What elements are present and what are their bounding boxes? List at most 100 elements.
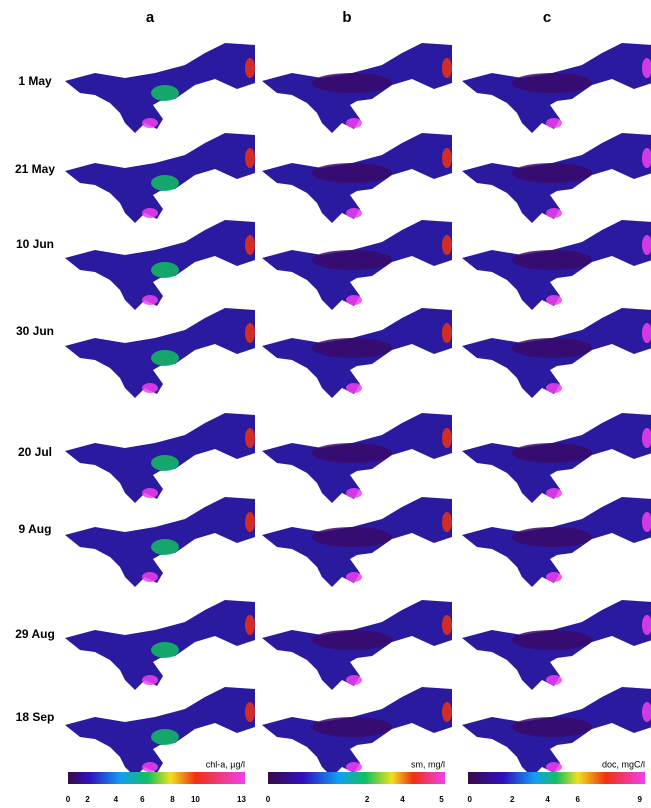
concentration-patch xyxy=(512,717,592,737)
concentration-patch xyxy=(346,208,362,218)
map-panel xyxy=(262,220,452,310)
concentration-patch xyxy=(245,148,255,168)
concentration-patch xyxy=(245,702,255,722)
concentration-patch xyxy=(346,383,362,393)
concentration-patch xyxy=(546,572,562,582)
colorbar-tick: 8 xyxy=(170,795,175,804)
concentration-patch xyxy=(546,488,562,498)
row-label: 30 Jun xyxy=(16,324,54,338)
colorbar-tick: 6 xyxy=(576,795,581,804)
colorbar-tick: 4 xyxy=(114,795,119,804)
concentration-patch xyxy=(142,383,158,393)
concentration-patch xyxy=(442,512,452,532)
map-panel xyxy=(65,600,255,690)
map-panel xyxy=(262,413,452,503)
concentration-patch xyxy=(151,262,179,278)
colorbar xyxy=(268,772,445,784)
concentration-patch xyxy=(546,762,562,772)
column-label: a xyxy=(146,9,155,26)
concentration-patch xyxy=(512,443,592,463)
concentration-patch xyxy=(312,73,392,93)
concentration-patch xyxy=(546,675,562,685)
concentration-patch xyxy=(442,323,452,343)
row-label: 20 Jul xyxy=(18,445,52,459)
concentration-patch xyxy=(346,488,362,498)
colorbar-tick: 9 xyxy=(637,795,642,804)
concentration-patch xyxy=(142,488,158,498)
concentration-patch xyxy=(442,428,452,448)
map-panel xyxy=(65,413,255,503)
concentration-patch xyxy=(142,208,158,218)
colorbar-tick: 4 xyxy=(400,795,405,804)
concentration-patch xyxy=(312,163,392,183)
concentration-patch xyxy=(151,350,179,366)
concentration-patch xyxy=(312,527,392,547)
map-panel xyxy=(262,308,452,398)
concentration-patch xyxy=(442,58,452,78)
row-label: 21 May xyxy=(15,162,55,176)
concentration-patch xyxy=(312,717,392,737)
map-panel xyxy=(462,308,651,398)
row-label: 9 Aug xyxy=(19,522,52,536)
column-label: b xyxy=(342,9,351,26)
concentration-patch xyxy=(546,295,562,305)
concentration-patch xyxy=(151,175,179,191)
concentration-patch xyxy=(512,250,592,270)
concentration-patch xyxy=(346,295,362,305)
map-panel xyxy=(262,497,452,587)
concentration-patch xyxy=(142,675,158,685)
map-panel xyxy=(462,600,651,690)
map-panel xyxy=(462,497,651,587)
colorbar-label: chl-a, µg/l xyxy=(206,759,245,769)
concentration-patch xyxy=(245,428,255,448)
map-panel xyxy=(462,43,651,133)
colorbar-label: sm, mg/l xyxy=(411,759,445,769)
map-panel xyxy=(462,413,651,503)
map-panel xyxy=(462,133,651,223)
concentration-patch xyxy=(512,338,592,358)
concentration-patch xyxy=(346,762,362,772)
map-panel xyxy=(462,220,651,310)
colorbar-tick: 2 xyxy=(85,795,90,804)
concentration-patch xyxy=(512,163,592,183)
concentration-patch xyxy=(512,630,592,650)
concentration-patch xyxy=(312,250,392,270)
colorbar-tick: 2 xyxy=(365,795,370,804)
colorbar-tick: 2 xyxy=(510,795,515,804)
figure: abc1 May21 May10 Jun30 Jun20 Jul9 Aug29 … xyxy=(0,0,651,808)
concentration-patch xyxy=(546,383,562,393)
concentration-patch xyxy=(142,118,158,128)
concentration-patch xyxy=(546,208,562,218)
concentration-patch xyxy=(245,615,255,635)
concentration-patch xyxy=(245,323,255,343)
concentration-patch xyxy=(151,642,179,658)
concentration-patch xyxy=(151,85,179,101)
map-panel xyxy=(65,497,255,587)
concentration-patch xyxy=(442,615,452,635)
concentration-patch xyxy=(142,572,158,582)
concentration-patch xyxy=(151,539,179,555)
concentration-patch xyxy=(312,338,392,358)
map-panel xyxy=(65,308,255,398)
concentration-patch xyxy=(442,235,452,255)
colorbar xyxy=(468,772,645,784)
map-panel xyxy=(262,43,452,133)
colorbar-tick: 5 xyxy=(439,795,444,804)
colorbar xyxy=(68,772,245,784)
map-panel xyxy=(262,600,452,690)
colorbar-tick: 4 xyxy=(545,795,550,804)
colorbar-tick: 10 xyxy=(191,795,200,804)
concentration-patch xyxy=(442,148,452,168)
concentration-patch xyxy=(245,58,255,78)
map-panel xyxy=(65,133,255,223)
column-label: c xyxy=(543,9,551,26)
concentration-patch xyxy=(346,118,362,128)
concentration-patch xyxy=(142,762,158,772)
concentration-patch xyxy=(442,702,452,722)
row-label: 1 May xyxy=(18,74,52,88)
colorbar-tick: 6 xyxy=(140,795,145,804)
concentration-patch xyxy=(142,295,158,305)
concentration-patch xyxy=(512,73,592,93)
colorbar-label: doc, mgC/l xyxy=(602,759,645,769)
colorbar-tick: 0 xyxy=(266,795,271,804)
